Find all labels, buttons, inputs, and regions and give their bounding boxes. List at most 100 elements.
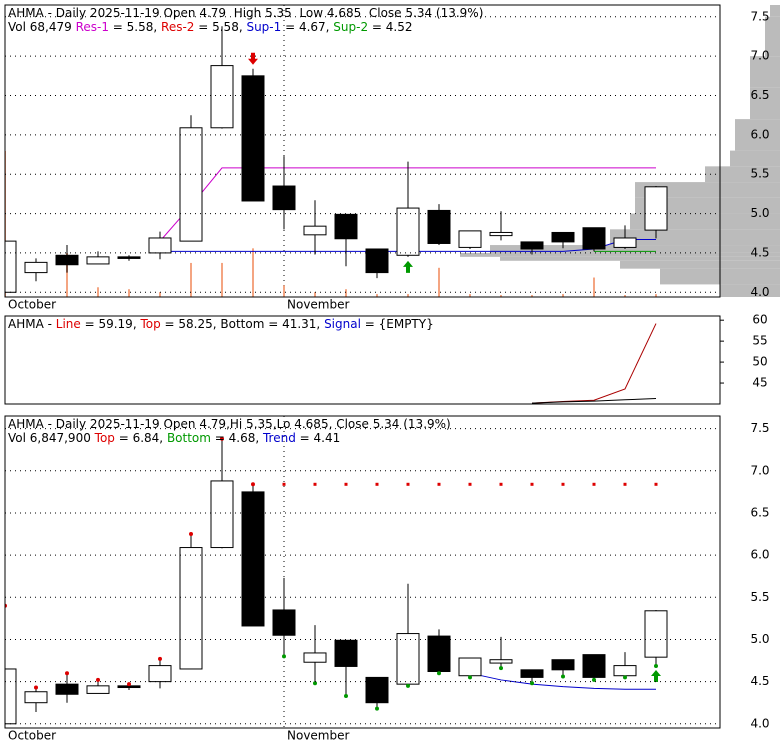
candle-body [427, 209, 451, 244]
low-marker [530, 681, 534, 686]
volume-profile-bar [750, 56, 780, 88]
candle-body [365, 248, 389, 274]
volume-profile-bar [490, 245, 780, 253]
header-segment: AHMA - [8, 317, 56, 331]
candle-body [55, 254, 79, 266]
header-segment: = 58.25, [161, 317, 221, 331]
candle-body [179, 127, 203, 242]
candle-body [210, 65, 234, 129]
candle-body [117, 256, 141, 259]
low-marker [623, 675, 627, 680]
volume-profile-bar [770, 5, 780, 17]
candle-body [272, 609, 296, 636]
candle-body [520, 241, 544, 250]
y-tick-label: 6.0 [750, 548, 769, 562]
volume-profile-bar [460, 252, 780, 257]
volume-bar [283, 285, 285, 297]
header-segment: Res-2 [161, 20, 194, 34]
volume-bar [66, 253, 68, 297]
volume-profile-bar [635, 197, 780, 214]
level-dot [623, 482, 627, 486]
candle-body [86, 256, 110, 265]
low-marker [313, 681, 317, 686]
x-tick-label: October [8, 729, 56, 743]
candle-body [272, 185, 296, 211]
low-marker [437, 671, 441, 676]
header-segment: Sup-1 [246, 20, 281, 34]
level-dot [437, 482, 441, 486]
header-segment: Bottom [167, 431, 211, 445]
candle-body [365, 676, 389, 704]
candle-body [24, 691, 48, 704]
y-tick-label: 4.0 [750, 285, 769, 299]
header-segment: Trend [262, 431, 296, 445]
low-marker [499, 666, 503, 671]
candle-body [334, 639, 358, 667]
header-segment: = 4.52 [368, 20, 412, 34]
level-dot [344, 482, 348, 486]
candle-body [179, 547, 203, 670]
low-marker [468, 675, 472, 680]
candle-body [241, 491, 265, 627]
high-marker [189, 532, 193, 537]
header-segment: = 4.41 [296, 431, 340, 445]
candle-body [396, 633, 420, 685]
y-tick-label: 45 [752, 376, 767, 390]
low-marker [654, 664, 658, 669]
volume-profile-bar [610, 229, 780, 246]
volume-bar [562, 294, 564, 297]
candle-body [644, 186, 668, 231]
indicator-line [531, 323, 657, 404]
volume-profile-bar [620, 260, 780, 269]
candle-body [5, 240, 17, 293]
y-tick-label: 7.5 [750, 9, 769, 23]
low-marker [592, 677, 596, 682]
high-marker [220, 436, 224, 441]
volume-bar [128, 289, 130, 297]
volume-bar [438, 267, 440, 297]
level-dot [592, 482, 596, 486]
candle-body [582, 227, 606, 250]
header-text: Vol 6,847,900 Top = 6.84, Bottom = 4.68,… [8, 431, 340, 445]
candle-body [551, 231, 575, 243]
candle-body [148, 237, 172, 254]
signal-arrow [403, 260, 413, 273]
volume-bar [252, 248, 254, 297]
low-marker [344, 693, 348, 698]
candle-body [458, 657, 482, 677]
header-text: AHMA - Daily 2025-11-19 Open 4.79,Hi 5.3… [8, 417, 451, 431]
volume-bar [593, 277, 595, 297]
level-dot [406, 482, 410, 486]
level-dot [375, 482, 379, 486]
candle-body [5, 668, 17, 725]
header-text: Vol 68,479 Res-1 = 5.58, Res-2 = 5.58, S… [8, 20, 413, 34]
header-segment: = 5.58, [109, 20, 161, 34]
panel-frame [4, 415, 721, 729]
candle-body [210, 480, 234, 549]
high-marker [34, 685, 38, 690]
candle-body [241, 75, 265, 202]
header-segment: = {EMPTY} [361, 317, 434, 331]
volume-bar [655, 294, 657, 297]
level-dot [282, 482, 286, 486]
volume-profile-bar [635, 182, 780, 198]
candle-body [644, 610, 668, 658]
candle-body [148, 665, 172, 683]
candle-body [489, 231, 513, 237]
level-dot [530, 482, 534, 486]
header-segment: = 5.58, [194, 20, 246, 34]
volume-bar [624, 295, 626, 297]
candle-body [458, 230, 482, 248]
indicator-line [469, 672, 656, 690]
volume-profile-bar [500, 256, 780, 261]
header-text: AHMA - Daily 2025-11-19 Open 4.79 High 5… [8, 6, 483, 20]
y-tick-label: 6.5 [750, 505, 769, 519]
header-segment: Vol 6,847,900 [8, 431, 95, 445]
y-tick-label: 7.5 [750, 421, 769, 435]
header-segment: Vol 68,479 [8, 20, 76, 34]
header-segment: Sup-2 [333, 20, 368, 34]
header-segment: Line [56, 317, 81, 331]
signal-arrow [651, 670, 661, 683]
level-dot [313, 482, 317, 486]
level-dot [561, 482, 565, 486]
